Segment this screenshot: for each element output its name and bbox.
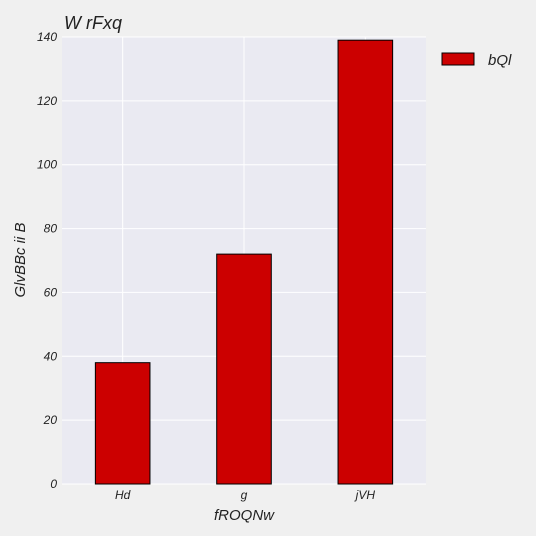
x-tick-label: jVH	[354, 488, 376, 502]
x-tick-label: g	[241, 488, 248, 502]
x-tick-label: Hd	[115, 488, 131, 502]
bar-Hd	[94, 362, 151, 485]
y-tick-label: 0	[50, 477, 57, 491]
chart-title: W rFxq	[64, 13, 122, 33]
bars	[94, 39, 394, 485]
y-tick-label: 80	[44, 222, 58, 236]
y-tick-label: 100	[37, 158, 57, 172]
legend-swatch	[441, 52, 475, 66]
legend: bQl	[441, 52, 512, 69]
x-tick-labels: Hd g jVH	[115, 488, 375, 502]
y-tick-label: 120	[37, 94, 57, 108]
y-tick-label: 60	[44, 285, 58, 299]
legend-label: bQl	[488, 52, 512, 69]
bar-g	[216, 253, 272, 485]
y-tick-label: 40	[44, 349, 58, 363]
y-axis-label: GlvBBc ii B	[12, 222, 29, 297]
x-axis-label: fROQNw	[214, 507, 275, 524]
y-tick-labels: 0 20 40 60 80 100 120 140	[37, 30, 57, 491]
y-tick-label: 20	[43, 413, 58, 427]
bar-jVH	[337, 39, 394, 485]
y-tick-label: 140	[37, 30, 57, 44]
